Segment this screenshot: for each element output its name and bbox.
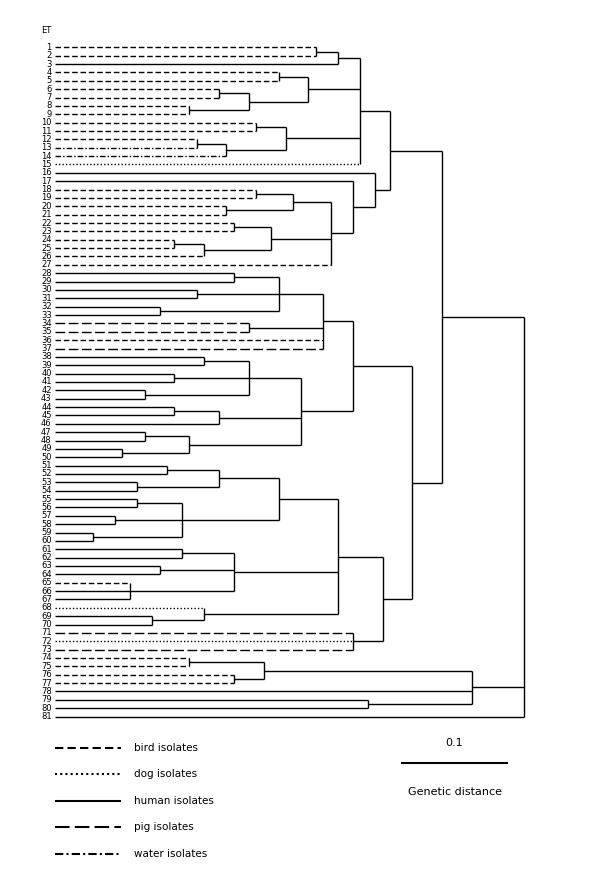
- Text: ET: ET: [41, 26, 52, 35]
- Text: 46: 46: [41, 419, 52, 429]
- Text: 25: 25: [41, 243, 52, 252]
- Text: 56: 56: [41, 503, 52, 512]
- Text: 34: 34: [41, 319, 52, 328]
- Text: 12: 12: [41, 135, 52, 144]
- Text: 67: 67: [41, 595, 52, 604]
- Text: 70: 70: [41, 620, 52, 629]
- Text: 60: 60: [41, 536, 52, 545]
- Text: 3: 3: [46, 60, 52, 69]
- Text: 4: 4: [46, 68, 52, 77]
- Text: 74: 74: [41, 654, 52, 662]
- Text: 42: 42: [41, 385, 52, 395]
- Text: 26: 26: [41, 252, 52, 261]
- Text: bird isolates: bird isolates: [134, 743, 198, 753]
- Text: 54: 54: [41, 486, 52, 495]
- Text: 27: 27: [41, 260, 52, 269]
- Text: 49: 49: [41, 445, 52, 453]
- Text: 18: 18: [41, 185, 52, 194]
- Text: 77: 77: [41, 678, 52, 688]
- Text: 28: 28: [41, 269, 52, 278]
- Text: 68: 68: [41, 603, 52, 612]
- Text: 17: 17: [41, 176, 52, 186]
- Text: water isolates: water isolates: [134, 848, 207, 859]
- Text: 10: 10: [41, 118, 52, 127]
- Text: 15: 15: [41, 160, 52, 169]
- Text: 6: 6: [46, 85, 52, 93]
- Text: 50: 50: [41, 452, 52, 462]
- Text: 29: 29: [41, 277, 52, 286]
- Text: 36: 36: [41, 336, 52, 345]
- Text: 73: 73: [41, 645, 52, 654]
- Text: 51: 51: [41, 461, 52, 470]
- Text: 55: 55: [41, 495, 52, 504]
- Text: 48: 48: [41, 436, 52, 445]
- Text: 2: 2: [46, 51, 52, 60]
- Text: 44: 44: [41, 402, 52, 412]
- Text: 11: 11: [41, 126, 52, 136]
- Text: 75: 75: [41, 662, 52, 671]
- Text: 20: 20: [41, 202, 52, 211]
- Text: 71: 71: [41, 628, 52, 638]
- Text: 14: 14: [41, 152, 52, 161]
- Text: 37: 37: [41, 344, 52, 353]
- Text: 32: 32: [41, 303, 52, 311]
- Text: 63: 63: [41, 562, 52, 571]
- Text: 57: 57: [41, 512, 52, 520]
- Text: 66: 66: [41, 587, 52, 595]
- Text: 40: 40: [41, 369, 52, 378]
- Text: 19: 19: [41, 193, 52, 203]
- Text: 41: 41: [41, 377, 52, 386]
- Text: 39: 39: [41, 361, 52, 370]
- Text: human isolates: human isolates: [134, 796, 214, 806]
- Text: 52: 52: [41, 469, 52, 478]
- Text: 7: 7: [46, 93, 52, 102]
- Text: 23: 23: [41, 227, 52, 235]
- Text: 65: 65: [41, 579, 52, 587]
- Text: 33: 33: [41, 310, 52, 319]
- Text: 62: 62: [41, 553, 52, 562]
- Text: 79: 79: [41, 695, 52, 705]
- Text: 38: 38: [41, 353, 52, 362]
- Text: 22: 22: [41, 219, 52, 228]
- Text: 47: 47: [41, 428, 52, 437]
- Text: 5: 5: [46, 77, 52, 86]
- Text: 8: 8: [46, 101, 52, 110]
- Text: 61: 61: [41, 545, 52, 554]
- Text: 78: 78: [41, 687, 52, 696]
- Text: 9: 9: [46, 109, 52, 119]
- Text: 69: 69: [41, 612, 52, 621]
- Text: 24: 24: [41, 235, 52, 244]
- Text: 72: 72: [41, 637, 52, 646]
- Text: 59: 59: [41, 528, 52, 537]
- Text: 43: 43: [41, 394, 52, 403]
- Text: 53: 53: [41, 478, 52, 487]
- Text: 0.1: 0.1: [446, 738, 463, 748]
- Text: 13: 13: [41, 143, 52, 153]
- Text: 30: 30: [41, 286, 52, 295]
- Text: 16: 16: [41, 168, 52, 177]
- Text: 21: 21: [41, 210, 52, 219]
- Text: 58: 58: [41, 519, 52, 528]
- Text: 76: 76: [41, 670, 52, 679]
- Text: 1: 1: [46, 43, 52, 52]
- Text: 80: 80: [41, 704, 52, 713]
- Text: 64: 64: [41, 570, 52, 579]
- Text: Genetic distance: Genetic distance: [407, 787, 502, 796]
- Text: 45: 45: [41, 411, 52, 420]
- Text: 31: 31: [41, 294, 52, 303]
- Text: dog isolates: dog isolates: [134, 769, 197, 780]
- Text: 81: 81: [41, 712, 52, 721]
- Text: 35: 35: [41, 327, 52, 336]
- Text: pig isolates: pig isolates: [134, 822, 194, 833]
